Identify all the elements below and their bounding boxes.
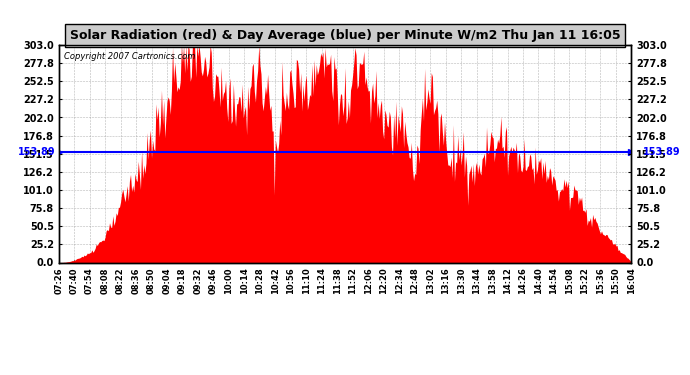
Text: 153.89: 153.89	[18, 147, 55, 157]
Title: Solar Radiation (red) & Day Average (blue) per Minute W/m2 Thu Jan 11 16:05: Solar Radiation (red) & Day Average (blu…	[70, 30, 620, 42]
Text: Copyright 2007 Cartronics.com: Copyright 2007 Cartronics.com	[64, 51, 196, 60]
Text: 153.89: 153.89	[643, 147, 680, 157]
